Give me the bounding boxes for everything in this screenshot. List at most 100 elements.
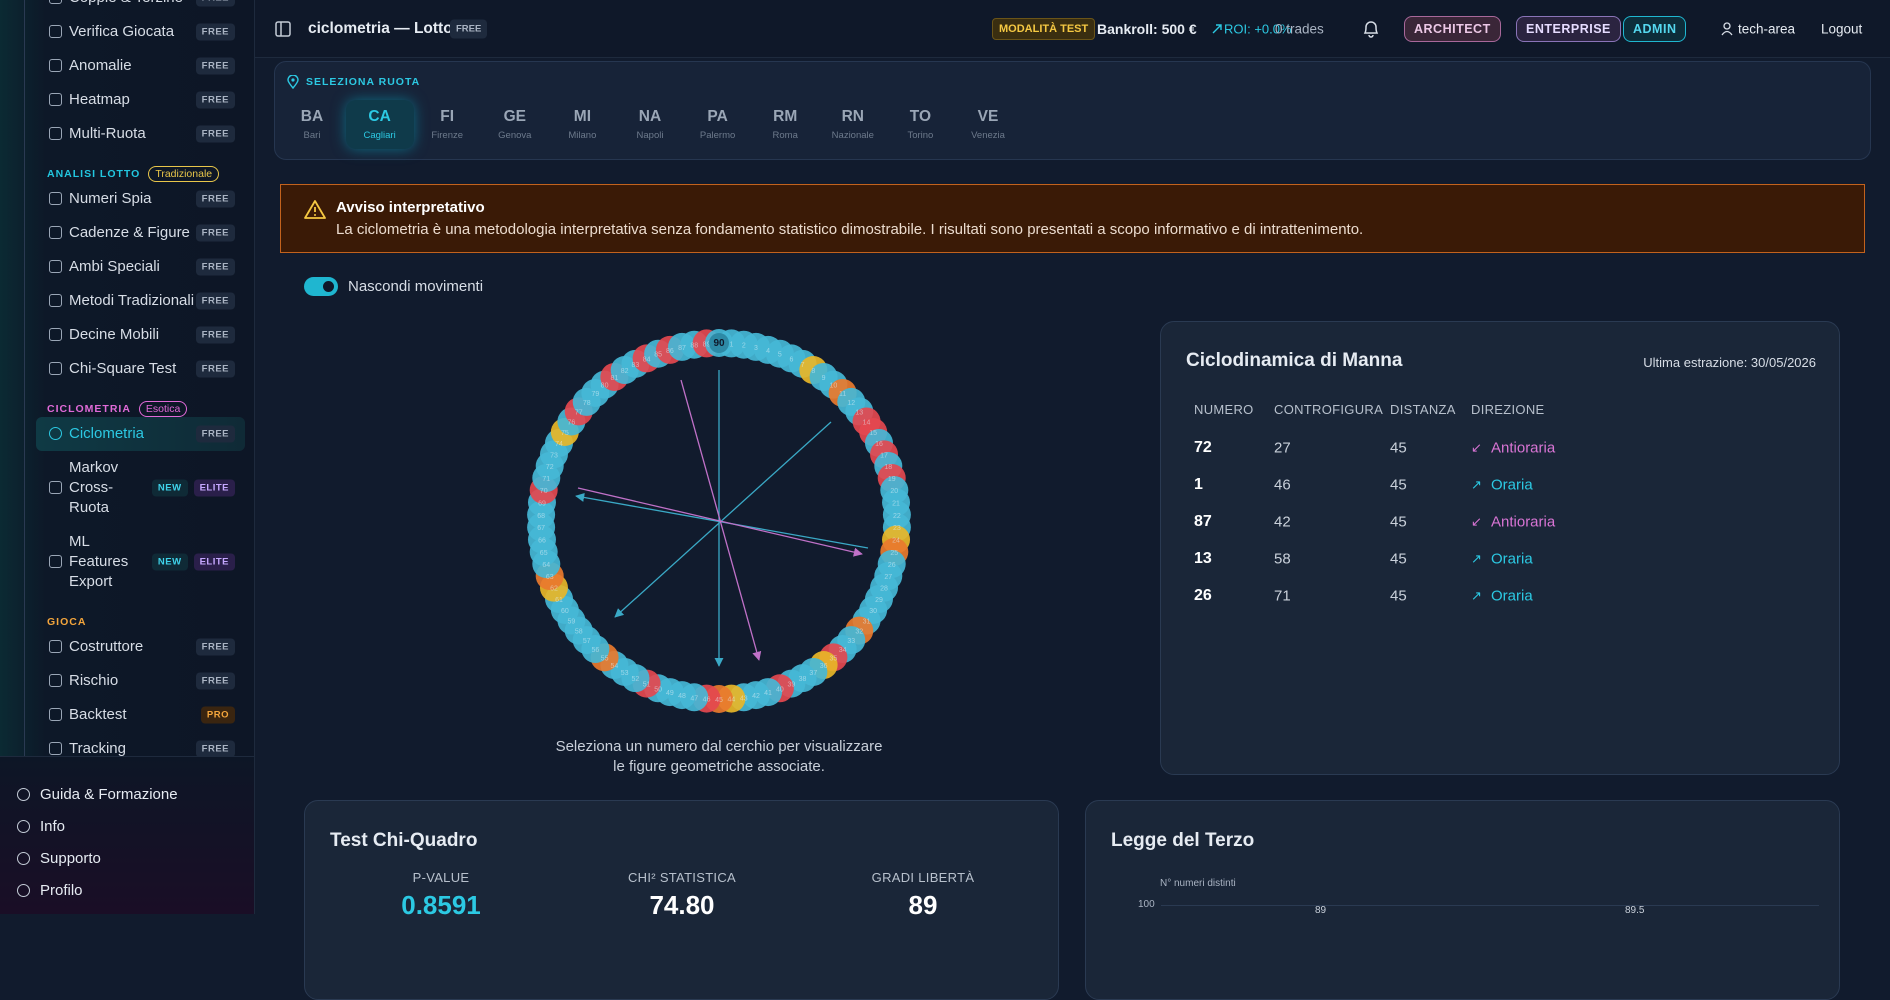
- user[interactable]: tech-area: [1738, 21, 1796, 37]
- badges: FREE: [195, 326, 235, 344]
- ruota-button[interactable]: RN Nazionale: [819, 100, 887, 149]
- mode-badge: MODALITÀ TEST: [992, 18, 1096, 40]
- ruota-name: Bari: [303, 130, 321, 141]
- nav-item[interactable]: Rischio FREE: [0, 664, 254, 698]
- nav-item[interactable]: ML Features Export NEW ELITE: [0, 525, 254, 599]
- nav-item[interactable]: Coppie & Terzine FREE: [0, 0, 254, 15]
- nav-icon: [49, 328, 62, 341]
- ruota-button[interactable]: VE Venezia: [954, 100, 1022, 149]
- ruota-button[interactable]: MI Milano: [548, 100, 616, 149]
- wheel-number: 29: [875, 597, 883, 604]
- selected-bubble: [709, 333, 729, 353]
- footer-item[interactable]: Profilo: [0, 874, 83, 906]
- badge: PRO: [200, 706, 235, 724]
- nav-item[interactable]: Decine Mobili FREE: [0, 318, 254, 352]
- ruota-button[interactable]: PA Palermo: [684, 100, 752, 149]
- user-icon: [1721, 22, 1733, 36]
- ruota-code: RN: [841, 108, 864, 125]
- ruota-panel: SELEZIONA RUOTA BA Bari CA Cagliari FI Firenz…: [274, 61, 1871, 160]
- wheel-number: 76: [568, 419, 576, 426]
- nav-item[interactable]: Cadenze & Figure FREE: [0, 216, 254, 250]
- nav-item[interactable]: Ambi Speciali FREE: [0, 250, 254, 284]
- badges: FREE: [195, 0, 235, 7]
- nav-item[interactable]: Ciclometria FREE: [36, 417, 245, 451]
- wheel-number: 18: [884, 464, 892, 471]
- ruota-button[interactable]: NA Napoli: [616, 100, 684, 149]
- sidebar: Coppie & Terzine FREE Verifica Giocata FREE…: [0, 0, 255, 914]
- wheel-number: 73: [550, 452, 558, 459]
- wheel-number: 6: [789, 356, 793, 363]
- nav-label: Anomalie: [69, 57, 132, 74]
- sidebar-toggle[interactable]: [275, 21, 291, 37]
- direction-icon: ↗: [1471, 588, 1482, 603]
- column-header: DISTANZA: [1390, 402, 1456, 417]
- trades: 0 trades: [1275, 21, 1324, 37]
- ruota-button[interactable]: TO Torino: [886, 100, 954, 149]
- ruota-button[interactable]: BA Bari: [278, 100, 346, 149]
- ruota-code: GE: [503, 108, 526, 125]
- manna-card: Ciclodinamica di Manna Ultima estrazione…: [1160, 321, 1840, 775]
- wheel-number: 84: [643, 356, 651, 363]
- wheel-number: 71: [542, 476, 550, 483]
- section-title: CICLOMETRIA: [47, 402, 131, 415]
- y-axis-label: N° numeri distinti: [1160, 878, 1236, 889]
- nav-item[interactable]: Anomalie FREE: [0, 49, 254, 83]
- badges: FREE: [195, 292, 235, 310]
- nav-item[interactable]: Metodi Tradizionali FREE: [0, 284, 254, 318]
- nav-item[interactable]: Verifica Giocata FREE: [0, 15, 254, 49]
- nav-item[interactable]: Costruttore FREE: [0, 630, 254, 664]
- badge: NEW: [151, 553, 188, 571]
- stat-label: P-VALUE: [412, 870, 470, 885]
- nav-item[interactable]: Backtest PRO: [0, 698, 254, 732]
- figure-lines: [575, 370, 869, 667]
- wheel-number: 55: [601, 655, 609, 662]
- section-title: ANALISI LOTTO: [47, 167, 141, 180]
- nav-item[interactable]: Chi-Square Test FREE: [0, 352, 254, 386]
- nav-item[interactable]: Tracking FREE: [0, 732, 254, 766]
- wheel-number: 9: [822, 375, 826, 382]
- logout[interactable]: Logout: [1821, 21, 1863, 37]
- wheel-number: 79: [591, 391, 599, 398]
- wheel-number: 26: [888, 562, 896, 569]
- wheel-number: 51: [643, 682, 651, 689]
- wheel-number: 38: [799, 676, 807, 683]
- nav-icon: [49, 294, 62, 307]
- nav-item[interactable]: Multi-Ruota FREE: [0, 117, 254, 151]
- wheel-number: 32: [855, 629, 863, 636]
- footer-label: Supporto: [40, 849, 101, 867]
- nav-item[interactable]: Heatmap FREE: [0, 83, 254, 117]
- stat-value: 0.8591: [401, 890, 481, 920]
- toggle[interactable]: [304, 277, 338, 296]
- nav-label: Verifica Giocata: [69, 23, 175, 40]
- nav-item[interactable]: Numeri Spia FREE: [0, 182, 254, 216]
- toggle-label: Nascondi movimenti: [348, 278, 484, 295]
- footer-item[interactable]: Info: [0, 810, 65, 842]
- ruota-button[interactable]: FI Firenze: [413, 100, 481, 149]
- wheel-number: 12: [847, 400, 855, 407]
- nav-icon: [49, 362, 62, 375]
- badges: FREE: [195, 125, 235, 143]
- ruota-button[interactable]: GE Genova: [481, 100, 549, 149]
- notifications[interactable]: [1362, 19, 1380, 39]
- tree-line: [24, 0, 25, 756]
- wheel-number: 20: [890, 488, 898, 495]
- wheel-number: 39: [788, 682, 796, 689]
- badge: NEW: [151, 479, 188, 497]
- section-tag: Tradizionale: [148, 165, 220, 182]
- wheel-number: 3: [754, 345, 758, 352]
- distanza: 45: [1390, 550, 1407, 568]
- ruota-name: Roma: [772, 130, 798, 141]
- warning-text: La ciclometria è una metodologia interpr…: [336, 221, 1364, 238]
- ruota-button[interactable]: CA Cagliari: [345, 100, 414, 149]
- stat-value: 74.80: [649, 890, 715, 920]
- footer-item[interactable]: Supporto: [0, 842, 101, 874]
- nav-label: Rischio: [69, 672, 119, 689]
- ruota-button[interactable]: RM Roma: [751, 100, 819, 149]
- ruota-name: Torino: [907, 130, 934, 141]
- nav-icon: [49, 640, 62, 653]
- wheel-number: 7: [801, 362, 805, 369]
- nav-item[interactable]: Markov Cross-Ruota NEW ELITE: [0, 451, 254, 525]
- footer-item[interactable]: Guida & Formazione: [0, 778, 178, 810]
- wheel-number: 83: [632, 362, 640, 369]
- nav-icon: [49, 481, 62, 494]
